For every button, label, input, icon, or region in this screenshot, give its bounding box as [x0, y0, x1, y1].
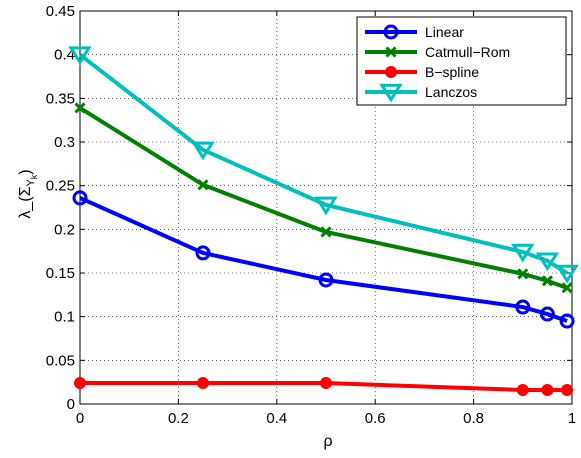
series-3	[74, 377, 574, 397]
y-tick-label: 0.45	[46, 3, 75, 20]
legend-marker	[379, 83, 403, 103]
data-point	[555, 264, 579, 284]
y-axis-label-subsub: k	[29, 174, 39, 179]
marker-stroke	[385, 46, 397, 58]
marker-stroke	[561, 282, 573, 294]
legend-label: Linear	[425, 24, 464, 40]
y-tick-label: 0.35	[46, 90, 75, 107]
axes: 0 0.2 0.4 0.6 0.8 1 0 0.05 0.1 0.15 0.2 0.25 0.3 0.35…	[46, 3, 576, 427]
marker-stroke	[517, 268, 529, 280]
legend: Linear Catmull−Rom B−spline Lanczos	[356, 16, 567, 106]
marker-stroke	[541, 275, 553, 287]
y-tick-label: 0.1	[54, 309, 75, 326]
legend-marker	[385, 66, 397, 78]
data-point	[195, 245, 211, 261]
data-point	[314, 196, 338, 216]
y-axis-label-sub: Y	[25, 179, 37, 187]
y-tick-label: 0.25	[46, 178, 75, 195]
marker-stroke	[74, 102, 86, 114]
data-point	[561, 282, 573, 294]
series-line	[79, 196, 568, 323]
data-point	[561, 384, 574, 397]
data-point	[72, 190, 88, 206]
legend-label: Lanczos	[425, 84, 477, 100]
data-point	[516, 384, 529, 397]
x-tick-label: 0.8	[463, 410, 484, 427]
legend-entry: Linear	[365, 24, 464, 40]
data-point	[74, 377, 86, 390]
series-4	[68, 46, 579, 284]
legend-entry: B−spline	[365, 64, 479, 80]
data-point	[559, 313, 575, 329]
axes-box	[79, 10, 573, 405]
data-point	[320, 226, 332, 238]
data-point	[197, 377, 209, 390]
data-point	[74, 102, 86, 114]
legend-entry: Catmull−Rom	[365, 44, 510, 60]
data-point	[320, 377, 332, 390]
data-point	[191, 141, 215, 161]
x-tick-label: 0	[76, 410, 84, 427]
x-tick-label: 0.6	[365, 410, 386, 427]
data-point	[535, 252, 560, 272]
x-tick-label: 0.2	[168, 410, 189, 427]
x-tick-label: 1	[568, 410, 576, 427]
legend-label: Catmull−Rom	[425, 44, 510, 60]
legend-label: B−spline	[425, 64, 479, 80]
y-axis-label: λ_(ΣYk)	[17, 169, 39, 218]
y-axis-label-close: )	[17, 169, 34, 174]
x-tick-label: 0.4	[266, 410, 287, 427]
data-point	[541, 384, 554, 397]
x-axis-label: ρ	[323, 433, 332, 450]
series-2	[74, 102, 573, 294]
data-point	[511, 243, 535, 263]
data-point	[515, 299, 531, 315]
y-tick-label: 0.15	[46, 265, 75, 282]
svg-text:λ_(ΣYk): λ_(ΣYk)	[17, 169, 39, 218]
data-point	[318, 272, 334, 288]
y-tick-label: 0.4	[54, 47, 75, 64]
data-point	[539, 306, 555, 322]
marker-stroke	[320, 226, 332, 238]
y-tick-label: 0.05	[46, 352, 75, 369]
y-tick-label: 0	[67, 396, 75, 413]
y-tick-label: 0.2	[54, 221, 75, 238]
legend-entry: Lanczos	[365, 83, 477, 103]
series-layer	[68, 46, 579, 397]
y-tick-label: 0.3	[54, 134, 75, 151]
series-1	[72, 190, 575, 329]
data-point	[197, 179, 209, 191]
data-point	[68, 46, 92, 66]
data-point	[517, 268, 529, 280]
legend-marker	[385, 46, 397, 58]
data-point	[541, 275, 553, 287]
y-axis-label-main: λ_(Σ	[17, 186, 34, 218]
marker-stroke	[197, 179, 209, 191]
legend-marker	[383, 24, 399, 40]
